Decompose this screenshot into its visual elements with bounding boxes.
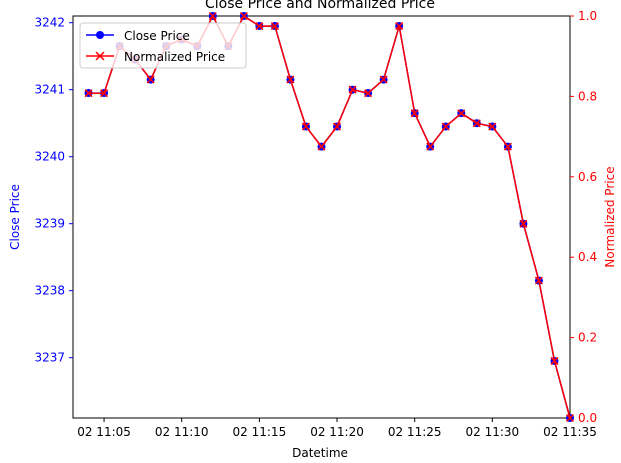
- left-tick-label: 3239: [34, 217, 65, 231]
- normalized-price-point: [457, 109, 466, 118]
- normalized-price-point: [410, 109, 419, 118]
- x-tick-label: 02 11:05: [77, 425, 131, 439]
- normalized-price-point: [84, 89, 93, 98]
- normalized-price-point: [488, 122, 497, 131]
- normalized-price-point: [519, 219, 528, 228]
- right-tick-label: 0.0: [578, 411, 597, 425]
- left-tick-label: 3242: [34, 16, 65, 30]
- normalized-price-point: [364, 89, 373, 98]
- normalized-price-point: [270, 22, 279, 31]
- normalized-price-point: [100, 89, 109, 98]
- right-tick-label: 0.8: [578, 89, 597, 103]
- x-tick-label: 02 11:20: [310, 425, 364, 439]
- right-tick-label: 1.0: [578, 9, 597, 23]
- legend-box: [79, 22, 247, 69]
- normalized-price-point: [255, 22, 264, 31]
- normalized-price-point: [239, 11, 248, 21]
- normalized-price-point: [472, 119, 481, 128]
- normalized-price-point: [317, 142, 326, 151]
- normalized-price-point: [395, 22, 404, 31]
- normalized-price-point: [426, 142, 435, 151]
- x-axis-label: Datetime: [292, 446, 348, 459]
- x-tick-label: 02 11:25: [388, 425, 442, 439]
- left-axis-label: Close Price: [8, 184, 22, 250]
- left-tick-label: 3238: [34, 284, 65, 298]
- left-tick-label: 3241: [34, 83, 65, 97]
- normalized-price-point: [503, 142, 512, 151]
- legend-normalized-label: Normalized Price: [124, 50, 225, 64]
- normalized-price-point: [565, 413, 575, 423]
- normalized-price-point: [348, 85, 357, 94]
- normalized-price-line: [88, 14, 571, 419]
- legend-close-label: Close Price: [124, 29, 190, 43]
- axes-layer: 02 11:05 02 11:10 02 11:15 02 11:20 02 11:25…: [34, 9, 597, 439]
- x-tick-label: 02 11:30: [466, 425, 520, 439]
- right-tick-label: 0.4: [578, 250, 597, 264]
- legend: Close Price Normalized Price: [79, 22, 247, 69]
- right-tick-label: 0.6: [578, 170, 597, 184]
- x-tick-label: 02 11:10: [155, 425, 209, 439]
- series-layer: [84, 11, 575, 423]
- normalized-price-point: [379, 75, 388, 84]
- legend-normalized-marker: [95, 51, 105, 61]
- normalized-price-point: [441, 122, 450, 131]
- right-tick-label: 0.2: [578, 331, 597, 345]
- normalized-price-point: [333, 122, 342, 131]
- x-tick-label: 02 11:15: [233, 425, 287, 439]
- normalized-price-point: [301, 122, 310, 131]
- normalized-price-point: [550, 356, 559, 365]
- right-axis-label: Normalized Price: [603, 166, 617, 267]
- normalized-price-point: [286, 75, 295, 84]
- x-tick-label: 02 11:35: [543, 425, 597, 439]
- plot-frame: [72, 15, 571, 419]
- left-tick-label: 3237: [34, 351, 65, 365]
- normalized-price-point: [208, 11, 217, 21]
- left-tick-label: 3240: [34, 150, 65, 164]
- close-price-line: [88, 14, 571, 419]
- chart-title: Close Price and Normalized Price: [205, 0, 435, 12]
- normalized-price-point: [534, 276, 543, 285]
- normalized-price-point: [146, 75, 155, 84]
- legend-close-marker: [96, 31, 104, 39]
